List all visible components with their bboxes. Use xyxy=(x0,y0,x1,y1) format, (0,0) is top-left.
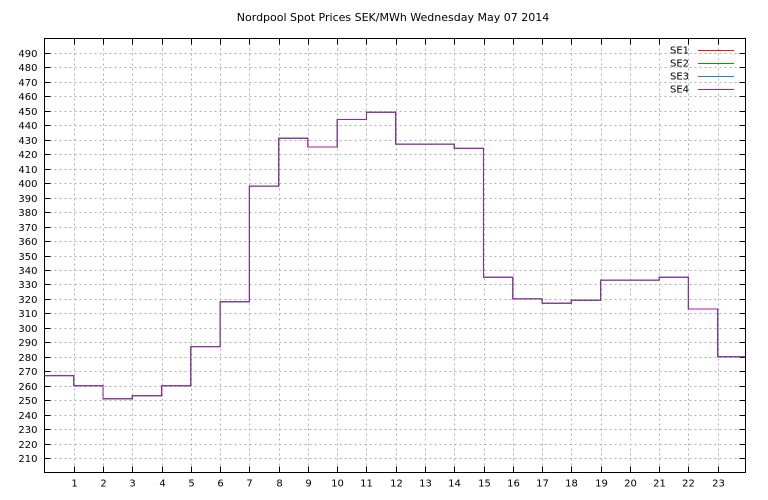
chart-title: Nordpool Spot Prices SEK/MWh Wednesday M… xyxy=(236,11,550,24)
x-tick-label: 17 xyxy=(536,479,549,490)
y-tick-label: 270 xyxy=(18,367,37,378)
series-line-se2 xyxy=(44,111,746,400)
y-tick-label: 310 xyxy=(18,309,37,320)
series-line-se3 xyxy=(44,111,746,400)
y-tick-label: 470 xyxy=(18,78,37,89)
x-tick-label: 1 xyxy=(71,479,77,490)
x-tick-label: 9 xyxy=(305,479,311,490)
y-tick-label: 490 xyxy=(18,49,37,60)
x-tick-label: 18 xyxy=(565,479,578,490)
y-tick-label: 260 xyxy=(18,382,37,393)
legend: SE1 SE2 SE3 SE4 xyxy=(670,46,734,96)
x-tick-label: 21 xyxy=(653,479,666,490)
legend-label-se1: SE1 xyxy=(670,46,689,57)
x-tick-label: 20 xyxy=(624,479,637,490)
x-tick-label: 10 xyxy=(331,479,344,490)
grid xyxy=(44,38,746,473)
series-group xyxy=(44,111,746,400)
y-tick-label: 360 xyxy=(18,237,37,248)
ticks: 2102202302402502602702802903003103203303… xyxy=(18,38,746,490)
y-tick-label: 390 xyxy=(18,194,37,205)
x-tick-label: 7 xyxy=(246,479,252,490)
x-tick-label: 23 xyxy=(712,479,725,490)
y-tick-label: 440 xyxy=(18,121,37,132)
x-tick-label: 19 xyxy=(595,479,608,490)
y-tick-label: 290 xyxy=(18,338,37,349)
y-tick-label: 220 xyxy=(18,440,37,451)
x-tick-label: 4 xyxy=(159,479,165,490)
y-tick-label: 410 xyxy=(18,165,37,176)
series-line-se4 xyxy=(44,111,746,400)
y-tick-label: 460 xyxy=(18,92,37,103)
x-tick-label: 22 xyxy=(682,479,695,490)
y-tick-label: 480 xyxy=(18,63,37,74)
legend-label-se4: SE4 xyxy=(670,85,689,96)
y-tick-label: 350 xyxy=(18,252,37,263)
x-tick-label: 13 xyxy=(419,479,432,490)
x-tick-label: 14 xyxy=(448,479,461,490)
y-tick-label: 420 xyxy=(18,150,37,161)
y-tick-label: 400 xyxy=(18,179,37,190)
y-tick-label: 320 xyxy=(18,295,37,306)
x-tick-label: 3 xyxy=(129,479,135,490)
y-tick-label: 380 xyxy=(18,208,37,219)
y-tick-label: 230 xyxy=(18,425,37,436)
y-tick-label: 430 xyxy=(18,136,37,147)
x-tick-label: 11 xyxy=(360,479,373,490)
y-tick-label: 340 xyxy=(18,266,37,277)
legend-label-se2: SE2 xyxy=(670,59,689,70)
y-tick-label: 300 xyxy=(18,324,37,335)
x-tick-label: 12 xyxy=(390,479,403,490)
series-line-se1 xyxy=(44,111,746,400)
y-tick-label: 210 xyxy=(18,454,37,465)
x-tick-label: 8 xyxy=(276,479,282,490)
y-tick-label: 330 xyxy=(18,280,37,291)
x-tick-label: 15 xyxy=(478,479,491,490)
x-tick-label: 2 xyxy=(100,479,106,490)
y-tick-label: 450 xyxy=(18,107,37,118)
x-tick-label: 16 xyxy=(507,479,520,490)
y-tick-label: 240 xyxy=(18,411,37,422)
legend-label-se3: SE3 xyxy=(670,72,689,83)
x-tick-label: 6 xyxy=(217,479,223,490)
y-tick-label: 280 xyxy=(18,353,37,364)
plot-frame xyxy=(44,38,746,473)
y-tick-label: 370 xyxy=(18,223,37,234)
x-tick-label: 5 xyxy=(188,479,194,490)
y-tick-label: 250 xyxy=(18,396,37,407)
